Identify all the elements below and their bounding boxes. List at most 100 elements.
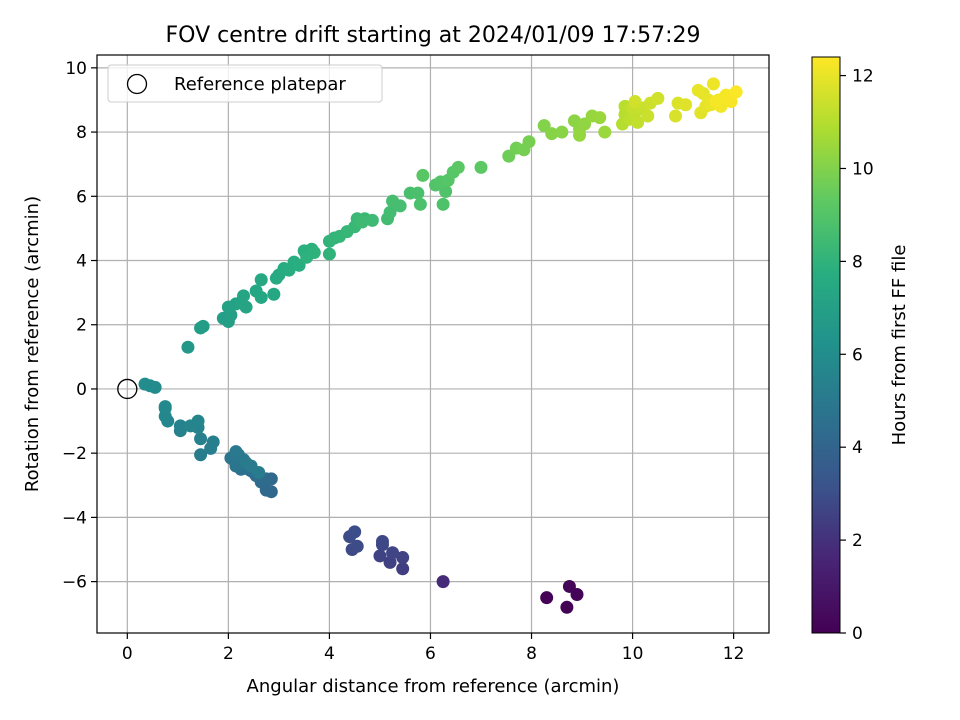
data-point: [173, 419, 187, 433]
y-axis: −6 −4 −2 0 2 4 6 8 10: [62, 59, 97, 593]
data-point: [562, 579, 576, 593]
x-axis: 0 2 4 6 8 10 12: [122, 633, 745, 664]
legend-box: [107, 64, 383, 103]
data-point: [206, 435, 220, 449]
data-point: [729, 85, 743, 99]
colorbar-tick-label: 10: [852, 159, 874, 179]
data-point: [237, 289, 251, 303]
legend: Reference platepar: [107, 64, 383, 103]
y-axis-label: Rotation from reference (arcmin): [22, 196, 43, 492]
data-point: [307, 245, 321, 259]
y-tick-label: −2: [62, 444, 87, 464]
y-tick-label: 0: [76, 380, 87, 400]
data-point: [439, 184, 453, 198]
data-point: [350, 539, 364, 553]
data-point: [191, 414, 205, 428]
data-point: [196, 319, 210, 333]
reference-marker: [117, 378, 138, 400]
data-point: [396, 551, 410, 565]
y-tick-label: −4: [62, 508, 87, 528]
colorbar-label: Hours from first FF file: [889, 245, 910, 446]
data-point: [194, 432, 208, 446]
data-point: [628, 95, 642, 109]
colorbar-frame: [811, 56, 841, 634]
data-point: [724, 95, 738, 109]
data-point: [375, 534, 389, 548]
data-points: [117, 77, 743, 614]
data-point: [709, 95, 723, 109]
data-point: [322, 247, 336, 261]
x-axis-label: Angular distance from reference (arcmin): [247, 676, 620, 697]
colorbar-gradient: [812, 57, 840, 633]
data-point: [254, 273, 268, 287]
colorbar-tick-label: 8: [852, 252, 863, 272]
data-point: [598, 125, 612, 139]
y-tick-label: 4: [76, 252, 87, 272]
data-point: [593, 111, 607, 125]
data-point: [522, 135, 536, 149]
data-point: [669, 109, 683, 123]
colorbar-tick-label: 12: [852, 67, 874, 87]
data-point: [573, 128, 587, 142]
data-point: [383, 205, 397, 219]
data-point: [267, 287, 281, 301]
data-point: [631, 115, 645, 129]
data-point: [138, 377, 152, 391]
data-point: [545, 127, 559, 141]
data-point: [706, 77, 720, 91]
colorbar-tick-label: 0: [852, 624, 863, 644]
data-point: [691, 83, 705, 97]
data-point: [239, 300, 253, 314]
data-point: [396, 562, 410, 576]
legend-reference-label: Reference platepar: [174, 74, 346, 95]
data-point: [355, 215, 369, 229]
x-tick-label: 6: [425, 644, 436, 664]
data-point: [348, 525, 362, 539]
data-point: [474, 160, 488, 174]
data-point: [679, 98, 693, 112]
data-point: [365, 213, 379, 227]
x-tick-label: 0: [122, 644, 133, 664]
y-tick-label: 10: [65, 59, 87, 79]
data-point: [181, 340, 195, 354]
colorbar-tick-label: 2: [852, 531, 863, 551]
chart-title: FOV centre drift starting at 2024/01/09 …: [166, 23, 701, 48]
data-point: [194, 448, 208, 462]
colorbar-tick-label: 4: [852, 438, 863, 458]
data-point: [560, 600, 574, 614]
x-tick-label: 8: [526, 644, 537, 664]
x-tick-label: 12: [723, 644, 745, 664]
x-tick-label: 2: [223, 644, 234, 664]
data-point: [451, 160, 465, 174]
y-tick-label: 8: [76, 123, 87, 143]
colorbar-ticks: 0 2 4 6 8 10 12: [840, 67, 874, 644]
y-tick-label: 6: [76, 187, 87, 207]
data-point: [436, 575, 450, 589]
data-point: [373, 549, 387, 563]
data-point: [229, 445, 243, 459]
y-tick-label: −6: [62, 573, 87, 593]
data-point: [641, 109, 655, 123]
data-point: [413, 197, 427, 211]
data-point: [540, 591, 554, 605]
y-tick-label: 2: [76, 316, 87, 336]
colorbar-tick-label: 6: [852, 345, 863, 365]
data-point: [555, 125, 569, 139]
data-point: [416, 168, 430, 182]
data-point: [651, 91, 665, 105]
grid: [97, 55, 769, 633]
data-point: [436, 197, 450, 211]
legend-reference-marker: [126, 73, 148, 95]
data-point: [386, 546, 400, 560]
data-point: [158, 400, 172, 414]
data-point: [254, 290, 268, 304]
plot-frame: [96, 54, 770, 634]
data-point: [386, 194, 400, 208]
colorbar: 0 2 4 6 8 10 12 Hours from first FF file: [811, 56, 910, 644]
data-point: [411, 186, 425, 200]
data-point: [252, 465, 266, 479]
x-tick-label: 4: [324, 644, 335, 664]
x-tick-label: 10: [622, 644, 644, 664]
